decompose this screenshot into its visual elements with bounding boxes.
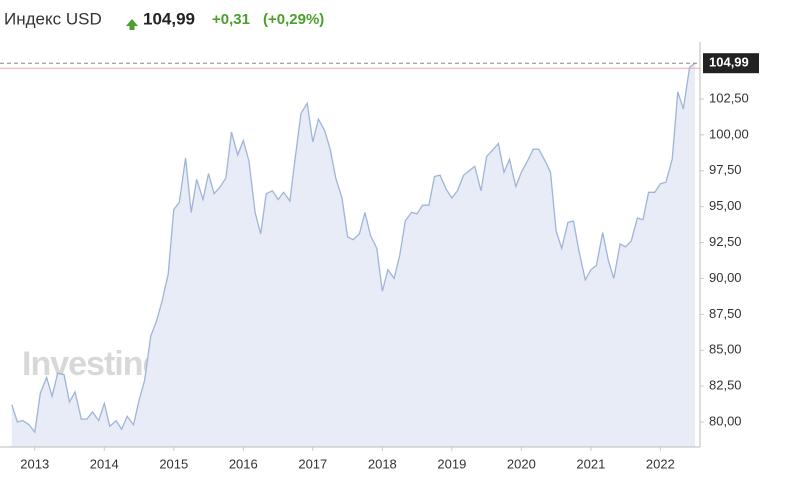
last-value-label: 104,99 xyxy=(709,55,749,70)
x-tick-label: 2021 xyxy=(576,456,605,471)
x-tick-label: 2019 xyxy=(437,456,466,471)
y-tick-label: 92,50 xyxy=(709,234,742,249)
x-tick-label: 2014 xyxy=(90,456,119,471)
x-tick-label: 2016 xyxy=(229,456,258,471)
change: +0,31 xyxy=(212,11,250,28)
x-tick-label: 2015 xyxy=(159,456,188,471)
line xyxy=(11,62,696,434)
y-tick-label: 85,00 xyxy=(709,342,742,357)
last-value-badge xyxy=(703,53,759,74)
x-tick-label: 2018 xyxy=(368,456,397,471)
up-arrow xyxy=(126,19,138,30)
y-tick-label: 97,50 xyxy=(709,162,742,177)
x-tick-label: 2013 xyxy=(20,456,49,471)
change-pct: (+0,29%) xyxy=(263,11,324,28)
y-tick-label: 87,50 xyxy=(709,306,742,321)
x-tick-label: 2020 xyxy=(507,456,536,471)
x-tick-label: 2017 xyxy=(298,456,327,471)
y-tick-label: 90,00 xyxy=(709,270,742,285)
area xyxy=(11,63,696,447)
price: 104,99 xyxy=(143,9,195,28)
y-tick-label: 80,00 xyxy=(709,413,742,428)
x-tick-label: 2022 xyxy=(646,456,675,471)
title: Индекс USD xyxy=(4,9,102,28)
y-tick-label: 82,50 xyxy=(709,378,742,393)
y-tick-label: 102,50 xyxy=(709,90,749,105)
y-tick-label: 95,00 xyxy=(709,198,742,213)
y-tick-label: 100,00 xyxy=(709,126,749,141)
